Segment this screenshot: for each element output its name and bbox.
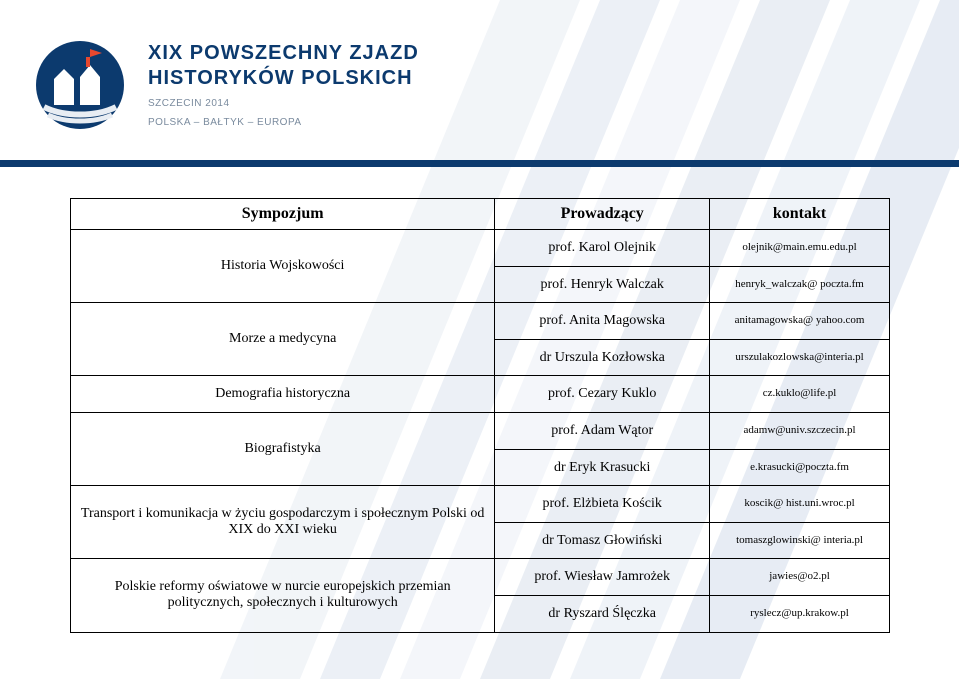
cell-lead: dr Eryk Krasucki [495, 449, 710, 486]
cell-lead: prof. Henryk Walczak [495, 266, 710, 303]
cell-contact: olejnik@main.emu.edu.pl [710, 230, 890, 267]
cell-contact: adamw@univ.szczecin.pl [710, 412, 890, 449]
header-sub2: POLSKA – BAŁTYK – EUROPA [148, 117, 419, 128]
th-contact: kontakt [710, 199, 890, 230]
cell-lead: prof. Karol Olejnik [495, 230, 710, 267]
cell-topic: Demografia historyczna [71, 376, 495, 413]
symposium-table: Sympozjum Prowadzący kontakt Historia Wo… [70, 198, 890, 633]
cell-lead: prof. Elżbieta Kościk [495, 486, 710, 523]
cell-lead: prof. Cezary Kuklo [495, 376, 710, 413]
table-row: Demografia historycznaprof. Cezary Kuklo… [71, 376, 890, 413]
cell-lead: dr Urszula Kozłowska [495, 339, 710, 376]
th-topic: Sympozjum [71, 199, 495, 230]
table-row: Polskie reformy oświatowe w nurcie europ… [71, 559, 890, 596]
cell-contact: anitamagowska@ yahoo.com [710, 303, 890, 340]
table-row: Biografistykaprof. Adam Wątoradamw@univ.… [71, 412, 890, 449]
header-line2: HISTORYKÓW POLSKICH [148, 67, 419, 90]
th-lead: Prowadzący [495, 199, 710, 230]
page-header: XIX POWSZECHNY ZJAZD HISTORYKÓW POLSKICH… [0, 0, 959, 170]
cell-topic: Transport i komunikacja w życiu gospodar… [71, 486, 495, 559]
cell-topic: Morze a medycyna [71, 303, 495, 376]
cell-topic: Biografistyka [71, 412, 495, 485]
cell-contact: jawies@o2.pl [710, 559, 890, 596]
cell-contact: tomaszglowinski@ interia.pl [710, 522, 890, 559]
cell-contact: ryslecz@up.krakow.pl [710, 595, 890, 632]
cell-contact: e.krasucki@poczta.fm [710, 449, 890, 486]
logo [24, 29, 136, 141]
header-sub1: SZCZECIN 2014 [148, 98, 419, 109]
cell-topic: Historia Wojskowości [71, 230, 495, 303]
table-container: Sympozjum Prowadzący kontakt Historia Wo… [70, 198, 890, 633]
header-line1: XIX POWSZECHNY ZJAZD [148, 42, 419, 65]
cell-lead: prof. Wiesław Jamrożek [495, 559, 710, 596]
logo-svg [24, 29, 136, 141]
header-text: XIX POWSZECHNY ZJAZD HISTORYKÓW POLSKICH… [148, 42, 419, 128]
cell-contact: urszulakozlowska@interia.pl [710, 339, 890, 376]
cell-lead: prof. Adam Wątor [495, 412, 710, 449]
table-row: Historia Wojskowościprof. Karol Olejniko… [71, 230, 890, 267]
table-header-row: Sympozjum Prowadzący kontakt [71, 199, 890, 230]
cell-lead: dr Tomasz Głowiński [495, 522, 710, 559]
cell-contact: henryk_walczak@ poczta.fm [710, 266, 890, 303]
table-row: Transport i komunikacja w życiu gospodar… [71, 486, 890, 523]
cell-contact: cz.kuklo@life.pl [710, 376, 890, 413]
cell-topic: Polskie reformy oświatowe w nurcie europ… [71, 559, 495, 632]
cell-lead: dr Ryszard Ślęczka [495, 595, 710, 632]
table-row: Morze a medycynaprof. Anita Magowskaanit… [71, 303, 890, 340]
cell-contact: koscik@ hist.uni.wroc.pl [710, 486, 890, 523]
cell-lead: prof. Anita Magowska [495, 303, 710, 340]
